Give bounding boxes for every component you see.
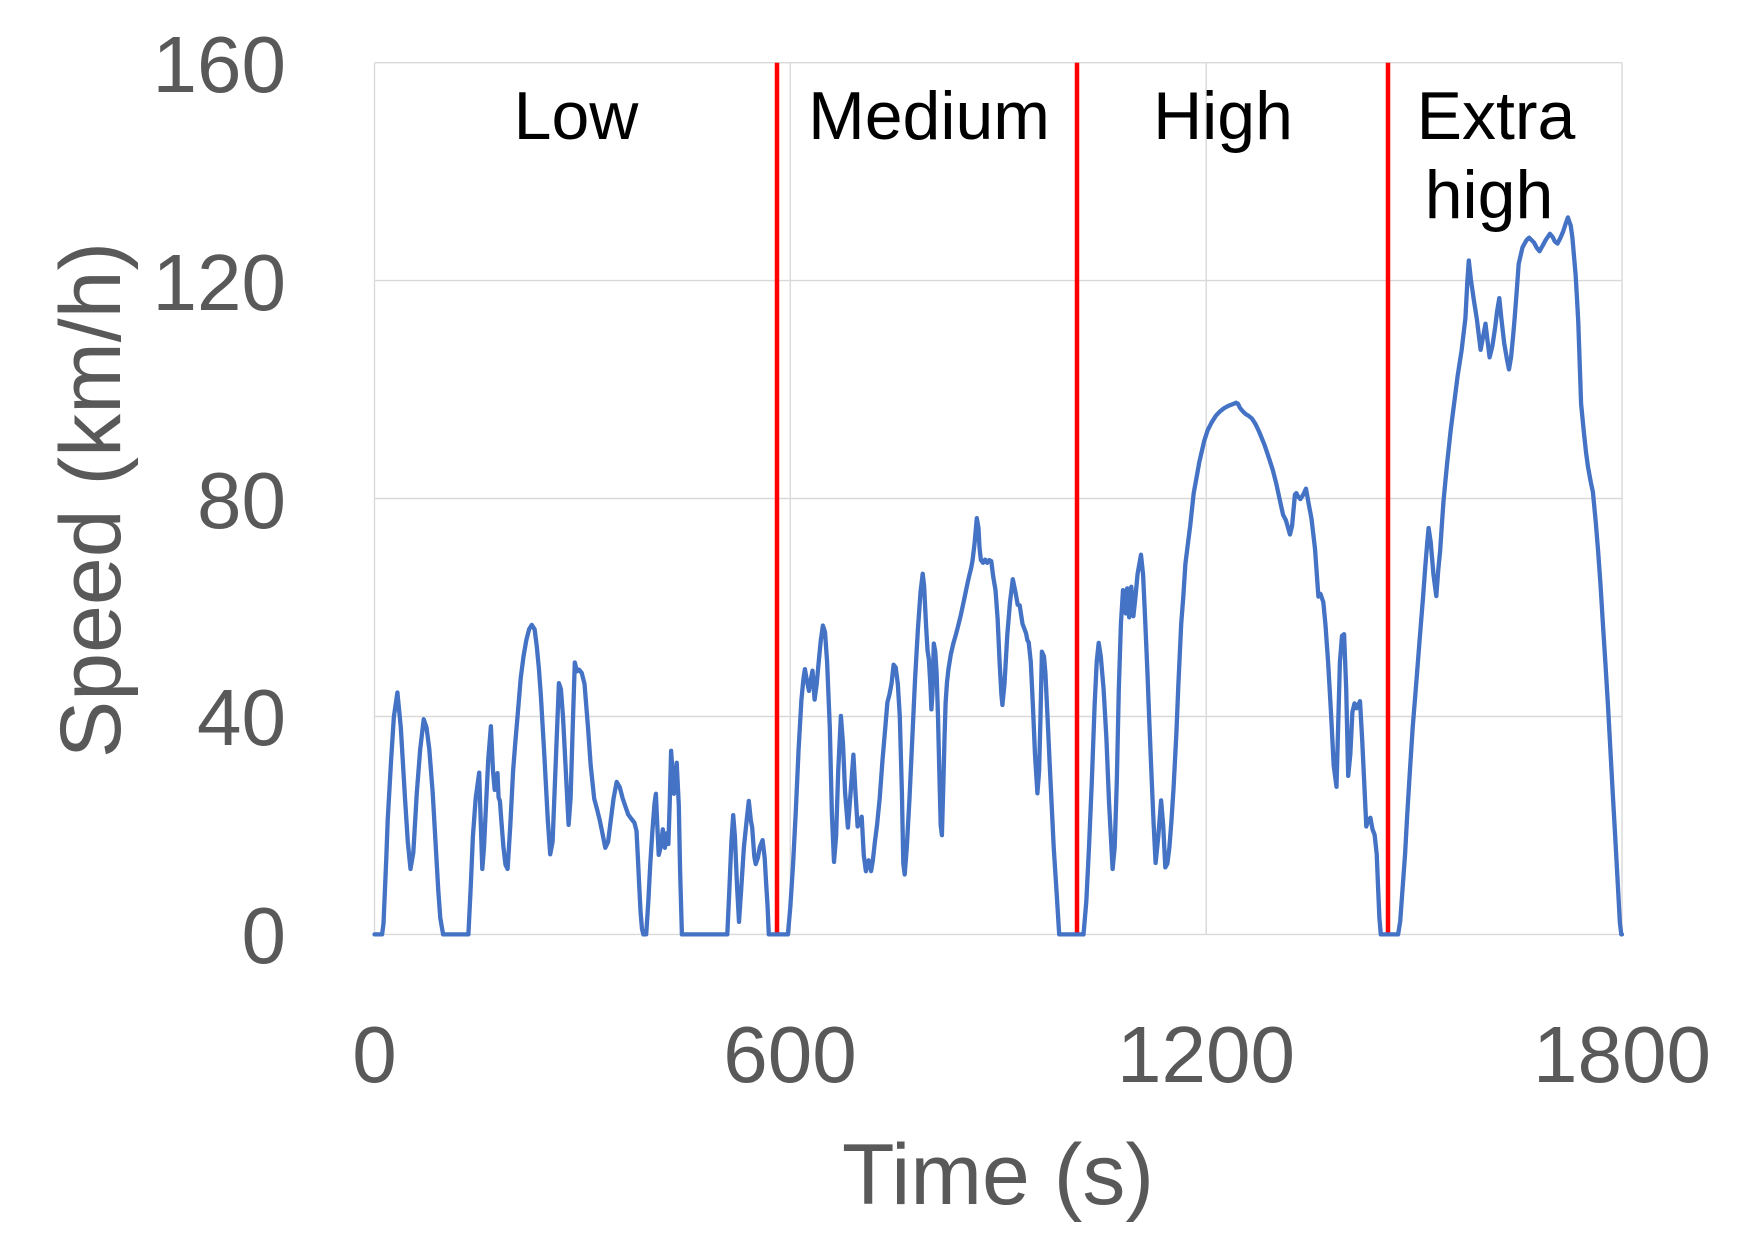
svg-text:1200: 1200 (1117, 1010, 1295, 1099)
svg-text:600: 600 (723, 1010, 856, 1099)
svg-text:High: High (1153, 78, 1293, 154)
svg-text:1800: 1800 (1533, 1010, 1711, 1099)
svg-text:0: 0 (352, 1010, 397, 1099)
svg-text:Medium: Medium (808, 78, 1050, 154)
svg-text:Time (s): Time (s) (842, 1127, 1154, 1223)
svg-text:Low: Low (514, 78, 640, 154)
svg-text:80: 80 (197, 456, 286, 545)
svg-text:Speed (km/h): Speed (km/h) (43, 242, 139, 758)
svg-text:40: 40 (197, 673, 286, 762)
svg-text:Extra: Extra (1417, 78, 1576, 154)
svg-text:120: 120 (153, 238, 286, 327)
svg-text:high: high (1425, 157, 1554, 233)
svg-text:0: 0 (242, 891, 287, 980)
svg-text:160: 160 (153, 20, 286, 109)
